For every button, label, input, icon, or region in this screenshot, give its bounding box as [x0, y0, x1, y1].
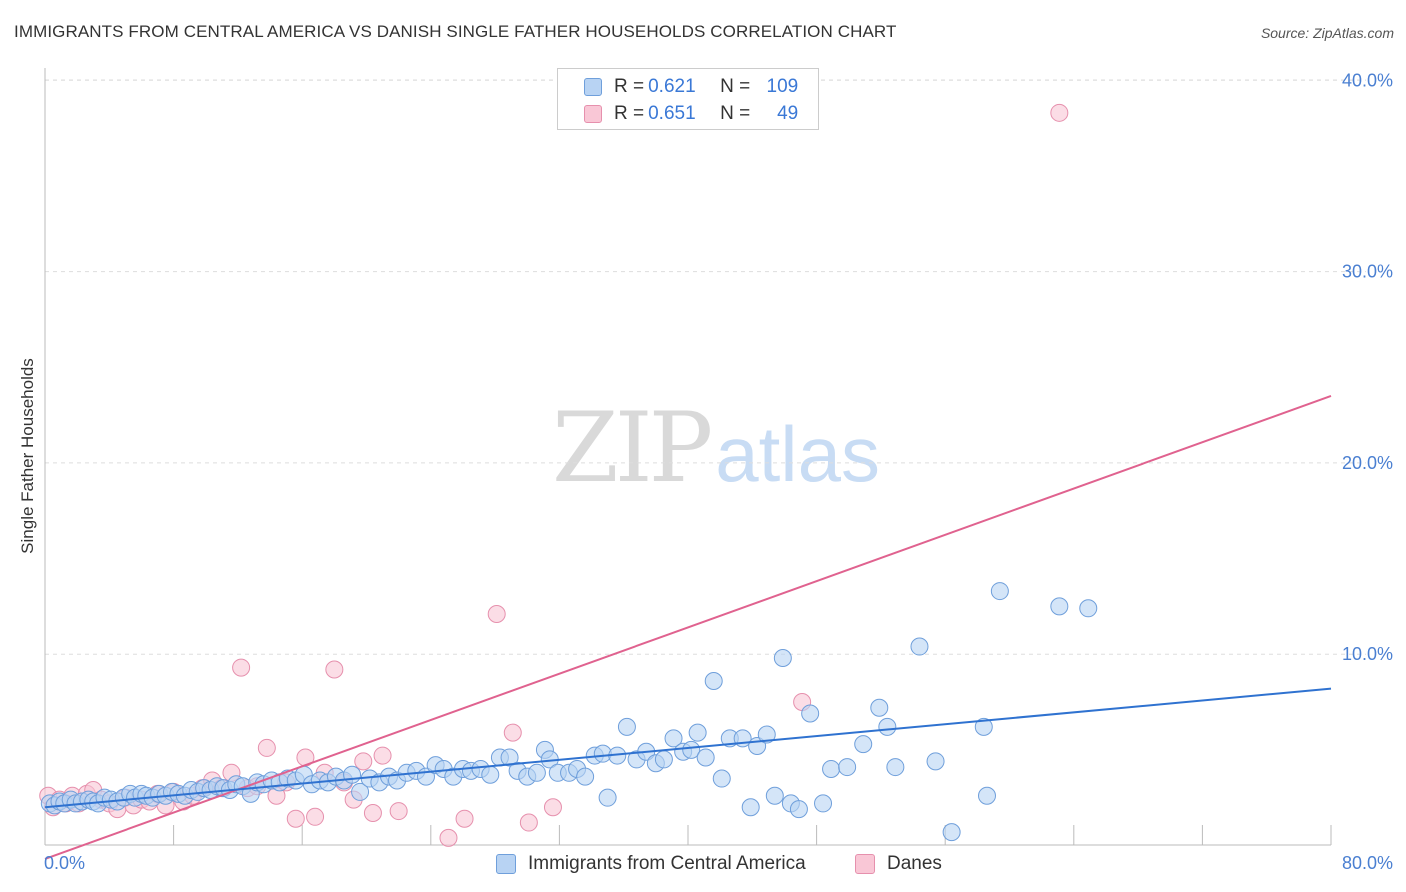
trend-lines — [44, 395, 1332, 860]
x-tick-label: 0.0% — [44, 853, 85, 873]
data-point-central-america — [500, 748, 519, 767]
watermark-zip: ZIP — [552, 392, 713, 504]
data-point-danes — [373, 746, 392, 765]
y-tick-label: 20.0% — [1342, 453, 1393, 473]
data-point-central-america — [870, 698, 889, 717]
data-point-central-america — [765, 786, 784, 805]
legend-label-central-america: Immigrants from Central America — [528, 853, 806, 874]
data-point-central-america — [822, 759, 841, 778]
data-point-central-america — [741, 798, 760, 817]
data-point-central-america — [814, 794, 833, 813]
data-point-danes — [1050, 103, 1069, 122]
legend-swatch-pink — [855, 854, 875, 874]
data-point-central-america — [854, 735, 873, 754]
data-point-central-america — [910, 637, 929, 656]
legend-r-value: 0.651 — [648, 103, 696, 124]
data-point-danes — [232, 658, 251, 677]
data-point-central-america — [773, 649, 792, 668]
data-point-central-america — [704, 671, 723, 690]
data-point-central-america — [977, 786, 996, 805]
data-point-central-america — [598, 788, 617, 807]
data-point-danes — [543, 798, 562, 817]
data-point-danes — [503, 723, 522, 742]
legend-row-central-america: R = 0.621 N = 109 — [584, 74, 798, 100]
x-tick-label: 80.0% — [1342, 853, 1393, 873]
legend-r-label: R = — [614, 76, 645, 97]
data-point-danes — [519, 813, 538, 832]
data-point-central-america — [688, 723, 707, 742]
y-tick-label: 40.0% — [1342, 70, 1393, 90]
data-point-danes — [389, 802, 408, 821]
chart-title: IMMIGRANTS FROM CENTRAL AMERICA VS DANIS… — [14, 22, 897, 41]
data-point-central-america — [664, 729, 683, 748]
data-point-central-america — [878, 717, 897, 736]
legend-swatch-blue — [496, 854, 516, 874]
legend-n-label: N = — [720, 103, 751, 124]
tick-labels: 10.0% 20.0% 30.0% 40.0% 0.0% 80.0% — [44, 70, 1393, 873]
axes — [44, 68, 1332, 846]
watermark-atlas: atlas — [715, 410, 880, 498]
data-point-danes — [325, 660, 344, 679]
data-point-central-america — [576, 767, 595, 786]
data-point-central-america — [1050, 597, 1069, 616]
y-tick-label: 10.0% — [1342, 644, 1393, 664]
legend-r-label: R = — [614, 103, 645, 124]
data-point-central-america — [1079, 599, 1098, 618]
data-point-central-america — [617, 717, 636, 736]
watermark: ZIPatlas — [552, 400, 880, 497]
data-point-central-america — [343, 765, 362, 784]
source-credit: Source: ZipAtlas.com — [1260, 25, 1394, 41]
legend-swatch-blue — [584, 78, 602, 96]
data-point-central-america — [886, 758, 905, 777]
y-tick-label: 30.0% — [1342, 262, 1393, 282]
legend-n-value: 49 — [777, 103, 799, 124]
legend-row-danes: R = 0.651 N = 49 — [584, 101, 798, 127]
data-point-central-america — [974, 717, 993, 736]
data-point-central-america — [654, 750, 673, 769]
legend-n-label: N = — [720, 76, 751, 97]
data-point-danes — [354, 752, 373, 771]
data-point-central-america — [990, 582, 1009, 601]
data-point-central-america — [696, 748, 715, 767]
grid-lines — [45, 79, 1366, 655]
legend-item-central-america: Immigrants from Central America — [496, 851, 806, 877]
data-point-danes — [306, 807, 325, 826]
data-point-danes — [363, 803, 382, 822]
data-point-danes — [286, 809, 305, 828]
trend-line-central-america — [44, 687, 1332, 809]
data-point-central-america — [942, 823, 961, 842]
data-point-danes — [455, 809, 474, 828]
data-point-central-america — [926, 752, 945, 771]
data-point-central-america — [801, 704, 820, 723]
data-point-danes — [439, 828, 458, 847]
data-point-central-america — [789, 800, 808, 819]
danes-points — [39, 103, 1069, 847]
data-point-central-america — [351, 782, 370, 801]
legend-n-value: 109 — [766, 76, 799, 97]
data-point-central-america — [527, 763, 546, 782]
data-point-danes — [257, 738, 276, 757]
data-point-central-america — [481, 765, 500, 784]
data-point-central-america — [682, 740, 701, 759]
trend-line-danes — [44, 395, 1332, 860]
legend-swatch-pink — [584, 105, 602, 123]
data-point-central-america — [838, 758, 857, 777]
data-point-central-america — [757, 725, 776, 744]
data-point-danes — [487, 605, 506, 624]
legend-item-danes: Danes — [855, 851, 942, 877]
legend-r-value: 0.621 — [648, 76, 696, 97]
stats-legend: R = 0.621 N = 109 R = 0.651 N = 49 — [557, 68, 819, 130]
data-point-central-america — [712, 769, 731, 788]
legend-label-danes: Danes — [887, 853, 942, 874]
central-america-points — [40, 582, 1098, 842]
